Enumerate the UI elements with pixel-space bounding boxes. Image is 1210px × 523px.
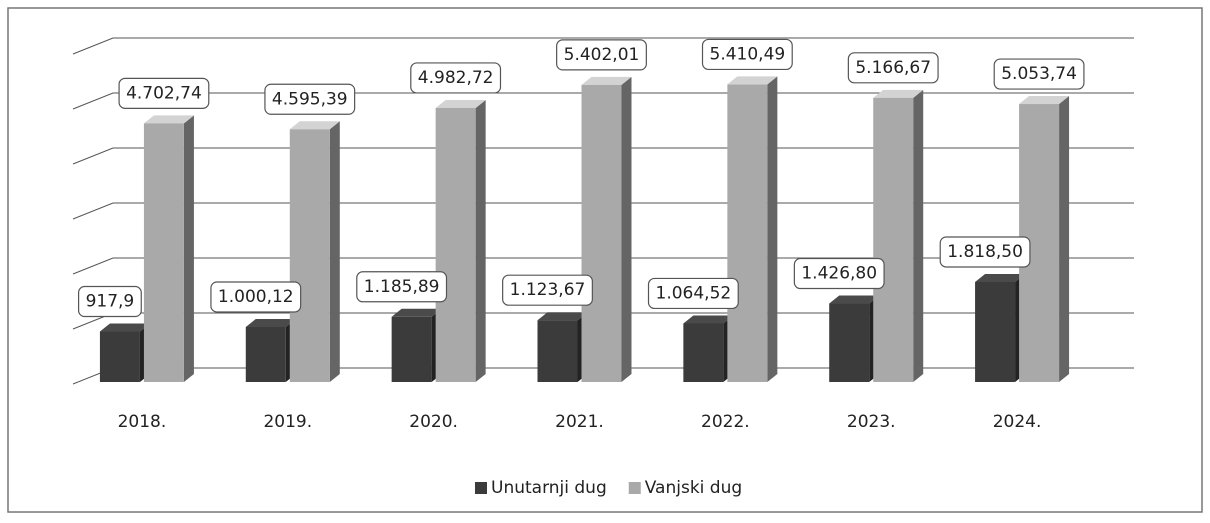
legend-swatch xyxy=(475,482,487,494)
bar-side xyxy=(329,121,340,383)
bar xyxy=(975,281,1016,382)
bar-side xyxy=(913,89,924,382)
bar-top xyxy=(581,76,632,85)
data-label-box xyxy=(847,52,939,84)
bar-side xyxy=(183,115,194,382)
bar-group xyxy=(975,273,1026,382)
bar-group xyxy=(581,76,632,382)
grid-line xyxy=(72,257,1134,275)
x-tick-label: 2023. xyxy=(847,412,896,432)
x-tick-label: 2018. xyxy=(118,412,167,432)
grid-line xyxy=(72,202,1134,220)
bar-side xyxy=(767,76,778,383)
bar xyxy=(435,107,476,382)
data-label-box xyxy=(793,257,885,290)
bar xyxy=(683,323,724,382)
grid-line xyxy=(72,147,1134,165)
bar-group xyxy=(289,121,340,383)
data-label: 1.426,80 xyxy=(801,264,877,284)
bar-group xyxy=(727,76,778,383)
data-label: 5.402,01 xyxy=(564,45,640,65)
bar-top xyxy=(537,312,588,321)
bar-group xyxy=(1019,96,1070,382)
data-label: 1.064,52 xyxy=(656,283,732,303)
bar xyxy=(727,84,768,383)
bar xyxy=(245,326,286,382)
bar-side xyxy=(1059,96,1070,382)
bar xyxy=(581,84,622,382)
data-label-box xyxy=(502,274,593,306)
data-label-box xyxy=(77,285,142,318)
x-tick-label: 2020. xyxy=(409,412,458,432)
data-label-box xyxy=(701,38,793,71)
legend-label: Vanjski dug xyxy=(645,478,742,498)
data-label: 917,9 xyxy=(86,292,135,312)
legend-label: Unutarnji dug xyxy=(491,478,607,498)
grid-line xyxy=(72,37,1134,55)
data-label: 5.053,74 xyxy=(1001,64,1077,84)
data-label: 1.185,89 xyxy=(364,277,440,297)
data-label: 4.982,72 xyxy=(418,68,494,88)
data-label-box xyxy=(993,58,1085,90)
bar-top xyxy=(143,115,194,124)
bar-top xyxy=(245,318,296,327)
bar-group xyxy=(143,115,194,382)
bar-top xyxy=(683,315,734,324)
bar-group xyxy=(683,315,734,382)
bar-group xyxy=(829,295,880,382)
data-label-box xyxy=(410,62,502,94)
data-label-box xyxy=(118,77,210,109)
bar-top xyxy=(975,273,1026,282)
bar xyxy=(143,123,184,382)
bar xyxy=(537,320,578,382)
bar-top xyxy=(289,121,340,130)
data-label-box xyxy=(356,271,448,303)
bar-top xyxy=(873,89,924,98)
data-label: 5.410,49 xyxy=(710,44,786,64)
bar-group xyxy=(99,323,150,382)
bar-side xyxy=(621,76,632,382)
bar xyxy=(289,129,330,382)
bar-side xyxy=(475,99,486,382)
data-label-box xyxy=(647,277,739,310)
x-tick-label: 2022. xyxy=(701,412,750,432)
data-label-box xyxy=(264,83,356,115)
bar-top xyxy=(435,99,486,108)
data-label-box xyxy=(939,236,1031,268)
bar-group xyxy=(537,312,588,382)
data-label: 1.818,50 xyxy=(947,242,1023,262)
bar-top xyxy=(99,323,150,332)
bar-top xyxy=(391,308,442,317)
bar-group xyxy=(391,308,442,382)
grid-line xyxy=(72,92,1134,110)
bar xyxy=(829,303,870,382)
data-label-box xyxy=(210,281,302,313)
bar-top xyxy=(727,76,778,85)
data-label: 1.000,12 xyxy=(218,287,294,307)
x-tick-label: 2021. xyxy=(555,412,604,432)
bar xyxy=(99,331,140,382)
data-label: 1.123,67 xyxy=(510,280,586,300)
data-label-box xyxy=(556,39,647,71)
bar-top xyxy=(1019,96,1070,105)
data-label: 5.166,67 xyxy=(855,58,931,78)
x-tick-label: 2024. xyxy=(993,412,1042,432)
bar-group xyxy=(873,89,924,382)
bar xyxy=(873,97,914,382)
legend-swatch xyxy=(628,482,641,494)
bar-top xyxy=(829,295,880,304)
data-label: 4.595,39 xyxy=(272,89,348,109)
data-label: 4.702,74 xyxy=(126,83,202,103)
bar-group xyxy=(435,99,486,382)
x-tick-label: 2019. xyxy=(263,412,312,432)
bar-group xyxy=(245,318,296,382)
bar xyxy=(391,316,432,382)
